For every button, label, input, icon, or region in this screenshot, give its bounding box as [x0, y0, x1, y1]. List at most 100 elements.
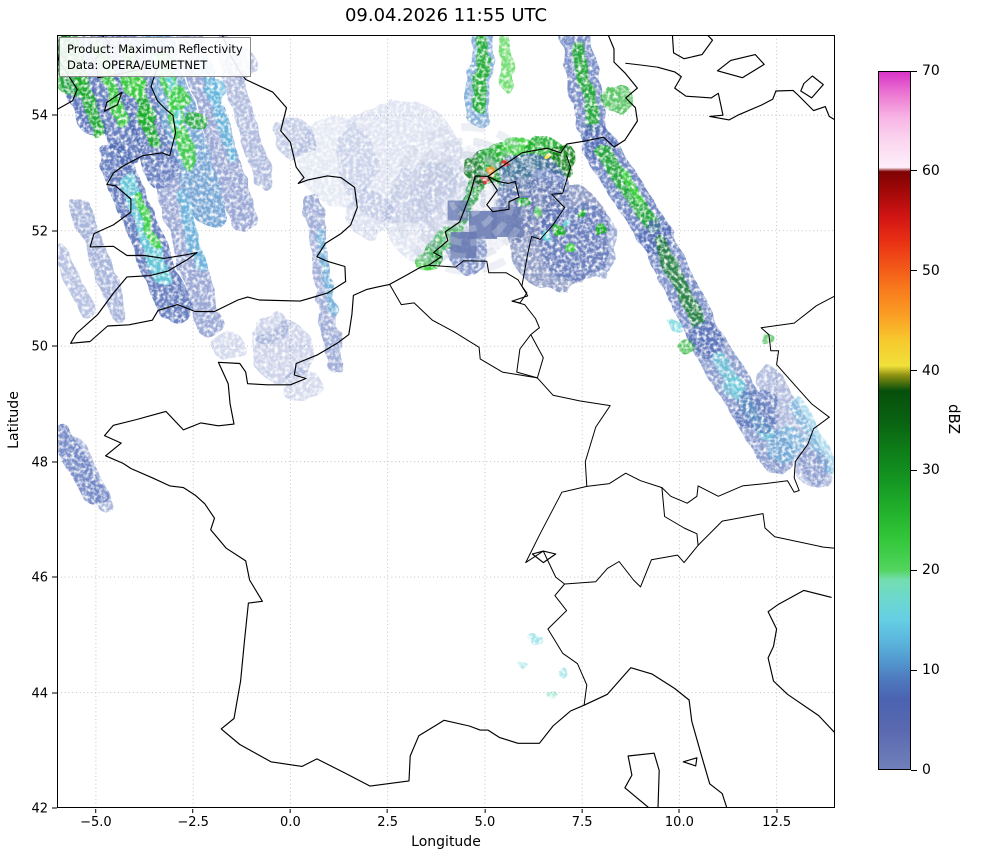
x-tick-mark [95, 809, 97, 813]
radar-cell [794, 450, 830, 485]
radar-cell [722, 374, 746, 399]
colorbar-tick: 50 [911, 263, 940, 279]
y-tick: 48 [0, 453, 57, 470]
radar-streak [152, 159, 223, 337]
radar-cell [187, 111, 207, 131]
radar-cell [552, 224, 565, 237]
y-tick: 50 [0, 338, 57, 355]
colorbar-tick-label: 0 [922, 762, 931, 778]
x-tick: 0.0 [280, 809, 301, 830]
radar-cell [274, 118, 314, 159]
radar-cell [543, 151, 552, 160]
radar-cell [542, 231, 552, 242]
radar-cell [561, 217, 572, 227]
coastline [767, 589, 835, 734]
coastline [671, 35, 714, 60]
radar-cell [577, 208, 588, 219]
colorbar-unit-label: dBZ [945, 403, 963, 435]
x-tick-mark [192, 809, 194, 813]
x-tick-mark [678, 809, 680, 813]
colorbar-tick: 60 [911, 163, 940, 179]
radar-cell [165, 86, 190, 110]
country-border [564, 544, 699, 588]
y-tick-mark [52, 692, 57, 694]
radar-streak [69, 437, 115, 515]
x-tick-label: −2.5 [177, 815, 209, 830]
country-border [525, 485, 588, 706]
x-tick-label: 10.0 [664, 815, 694, 830]
radar-cell [734, 388, 780, 431]
radar-cell [517, 196, 530, 208]
coastline [800, 75, 824, 99]
x-tick-mark [776, 809, 778, 813]
y-tick-mark [52, 807, 57, 809]
radar-swirl-arc [391, 122, 544, 275]
radar-square [491, 207, 522, 238]
coastline [103, 283, 728, 808]
x-tick: 2.5 [377, 809, 398, 830]
radar-streak [315, 226, 338, 316]
y-tick-label: 42 [31, 801, 48, 817]
y-tick-mark [52, 461, 57, 463]
radar-cell [212, 331, 244, 361]
radar-streak [303, 193, 344, 373]
colorbar-tick-label: 40 [922, 362, 940, 379]
colorbar-tick-label: 60 [922, 162, 940, 179]
coastline [70, 35, 358, 344]
radar-cell [297, 116, 377, 207]
coastline [716, 54, 765, 79]
coastline [103, 91, 123, 112]
colorbar-tick-mark [911, 769, 917, 771]
coastline [682, 757, 698, 767]
radar-streak [621, 169, 645, 206]
x-tick-mark [484, 809, 486, 813]
country-border [511, 300, 544, 379]
radar-cell [517, 659, 526, 668]
y-axis-label: Latitude [6, 391, 22, 449]
colorbar-tick: 70 [911, 63, 940, 79]
colorbar-tick-label: 50 [922, 262, 940, 279]
colorbar-tick-mark [911, 70, 917, 72]
x-axis-label: Longitude [411, 834, 481, 850]
radar-cell [761, 334, 776, 347]
radar-cell [558, 667, 568, 678]
product-name-line: Product: Maximum Reflectivity [67, 42, 243, 56]
radar-cell [677, 339, 694, 354]
coastline [531, 550, 557, 564]
x-tick: 5.0 [475, 809, 495, 830]
x-tick-label: −5.0 [80, 815, 112, 830]
x-tick: −5.0 [80, 809, 112, 830]
y-tick-label: 44 [31, 686, 48, 702]
radar-streak [119, 170, 170, 285]
radar-streak [175, 190, 207, 272]
radar-streak [593, 142, 660, 233]
colorbar-tick-mark [911, 469, 917, 471]
radar-swirl-arc [434, 165, 501, 232]
country-border [389, 283, 611, 487]
colorbar-tick-mark [911, 669, 917, 671]
radar-cell [251, 322, 314, 382]
radar-streak [569, 39, 603, 134]
colorbar-gradient [879, 72, 910, 769]
y-tick-label: 50 [31, 339, 48, 355]
radar-cell [534, 208, 545, 219]
x-tick-mark [387, 809, 389, 813]
coastline [486, 175, 520, 213]
map-canvas [57, 35, 835, 808]
product-info-box: Product: Maximum Reflectivity Data: OPER… [59, 37, 251, 78]
radar-cell [123, 74, 147, 98]
y-tick: 44 [0, 684, 57, 701]
data-source-line: Data: OPERA/EUMETNET [67, 58, 208, 73]
radar-cell [601, 83, 633, 113]
x-tick: 12.5 [762, 809, 791, 830]
y-tick-mark [52, 576, 57, 578]
y-tick-mark [52, 114, 57, 116]
y-tick: 54 [0, 107, 57, 124]
y-tick: 42 [0, 800, 57, 817]
figure-title: 09.04.2026 11:55 UTC [344, 5, 548, 26]
y-tick: 46 [0, 569, 57, 586]
colorbar [878, 71, 911, 770]
radar-blocked-squares [447, 200, 522, 259]
radar-swirl-arc [405, 137, 529, 261]
